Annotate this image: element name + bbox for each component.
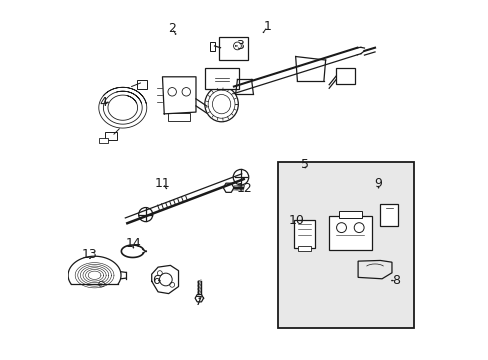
Text: 12: 12 [236,182,252,195]
FancyBboxPatch shape [328,216,371,250]
FancyBboxPatch shape [219,37,247,60]
Text: 2: 2 [168,22,176,35]
FancyBboxPatch shape [137,80,147,89]
Text: 14: 14 [125,237,141,250]
Text: 1: 1 [263,20,271,33]
FancyBboxPatch shape [105,132,117,140]
Text: 4: 4 [99,96,107,109]
Text: 9: 9 [374,177,382,190]
FancyBboxPatch shape [204,68,238,89]
Text: 11: 11 [155,177,170,190]
Text: 7: 7 [195,295,203,308]
Text: 13: 13 [82,248,98,261]
FancyBboxPatch shape [338,211,361,219]
FancyBboxPatch shape [99,138,108,143]
Text: 10: 10 [288,214,304,227]
Ellipse shape [204,86,238,122]
Bar [278,162,413,328]
Text: 6: 6 [151,274,159,287]
FancyBboxPatch shape [209,42,215,51]
FancyBboxPatch shape [297,246,310,251]
Text: 8: 8 [391,274,399,287]
FancyBboxPatch shape [335,68,354,84]
Text: 5: 5 [301,158,308,171]
FancyBboxPatch shape [380,204,397,226]
FancyBboxPatch shape [293,220,315,248]
Text: 3: 3 [236,40,244,53]
FancyBboxPatch shape [168,113,190,121]
